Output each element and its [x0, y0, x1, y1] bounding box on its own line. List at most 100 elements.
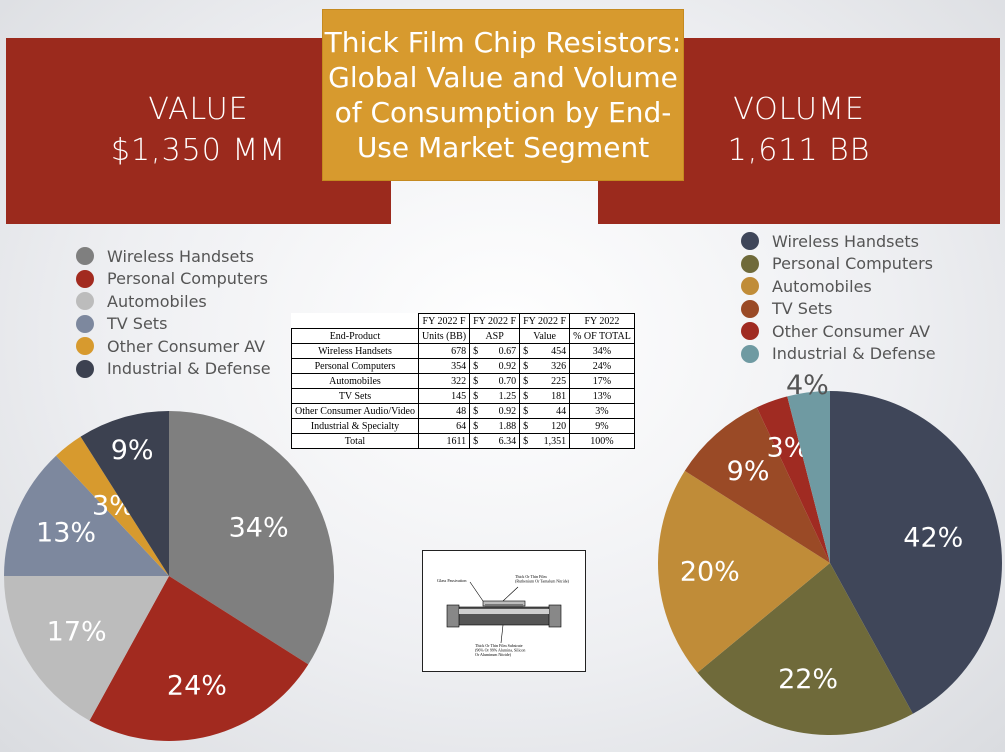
pie-slice: [80, 411, 169, 576]
table-cell: $: [519, 403, 534, 419]
pie-data-label: 9%: [727, 456, 770, 487]
resistor-diagram-svg: Glass Passivation Thick Or Thin Film (Rut…: [437, 574, 570, 657]
table-cell: 1,351: [533, 433, 571, 449]
title-box: Thick Film Chip Resistors: Global Value …: [322, 9, 684, 181]
table-header-cell: FY 2022 F: [519, 313, 571, 329]
table-cell: 100%: [569, 433, 635, 449]
volume-banner: VOLUME 1,611 BB: [598, 38, 1000, 224]
table-cell: 354: [417, 358, 471, 374]
value-label: VALUE: [148, 92, 249, 127]
film-pointer-line: [502, 586, 519, 602]
table-cell: Industrial & Specialty: [291, 418, 419, 434]
legend-item: Automobiles: [741, 275, 936, 298]
legend-item: Other Consumer AV: [741, 320, 936, 343]
legend-item: Other Consumer AV: [76, 335, 271, 358]
table-cell: 225: [533, 373, 571, 389]
table-cell: 1.88: [485, 418, 521, 434]
table-cell: 17%: [569, 373, 635, 389]
pie-slice: [684, 407, 830, 563]
table-cell: 1611: [417, 433, 471, 449]
pie-slice: [830, 391, 1002, 714]
legend-item: TV Sets: [741, 298, 936, 321]
glass-passivation-label: Glass Passivation: [437, 578, 467, 583]
value-legend: Wireless Handsets Personal Computers Autom…: [76, 245, 271, 380]
legend-swatch: [741, 344, 759, 363]
table-row: TV Sets 145 $1.25 $181 13%: [291, 388, 635, 404]
table-cell: 454: [533, 343, 571, 359]
pie-slice: [697, 563, 913, 736]
table-header-cell: % OF TOTAL: [569, 328, 635, 344]
table-cell: $: [519, 388, 534, 404]
table-cell: TV Sets: [291, 388, 419, 404]
pie-slice: [787, 391, 830, 563]
table-header-cell: [291, 313, 419, 329]
table-cell: 1.25: [485, 388, 521, 404]
legend-swatch: [741, 232, 759, 251]
legend-label: Automobiles: [772, 276, 872, 296]
table-cell: 326: [533, 358, 571, 374]
data-table: FY 2022 F FY 2022 F FY 2022 F FY 2022 En…: [291, 313, 635, 449]
legend-swatch: [76, 314, 94, 333]
pie-data-label: 22%: [778, 664, 838, 695]
value-amount: $1,350 MM: [110, 133, 287, 168]
table-row: Automobiles 322 $0.70 $225 17%: [291, 373, 635, 389]
legend-label: Industrial & Defense: [107, 359, 271, 379]
legend-item: Wireless Handsets: [741, 230, 936, 253]
legend-label: Personal Computers: [772, 254, 933, 274]
table-cell: $: [469, 373, 486, 389]
pie-data-label: 24%: [167, 671, 227, 702]
table-cell: Wireless Handsets: [291, 343, 419, 359]
pie-data-label: 17%: [47, 617, 107, 648]
legend-label: Wireless Handsets: [107, 246, 254, 266]
film-label: Thick Or Thin Film (Ruthenium Or Tantalum…: [515, 574, 570, 584]
table-cell: 120: [533, 418, 571, 434]
legend-swatch: [76, 292, 94, 311]
table-cell: Total: [291, 433, 419, 449]
glass-pointer-line: [469, 581, 484, 602]
table-cell: 181: [533, 388, 571, 404]
table-header-cell: Value: [519, 328, 571, 344]
table-cell: 13%: [569, 388, 635, 404]
table-cell: $: [519, 373, 534, 389]
table-cell: 24%: [569, 358, 635, 374]
table-cell: 678: [417, 343, 471, 359]
table-row: Total 1611 $6.34 $1,351 100%: [291, 433, 635, 449]
table-header-cell: ASP: [469, 328, 521, 344]
resistor-cross-section-diagram: Glass Passivation Thick Or Thin Film (Rut…: [422, 550, 586, 672]
table-cell: $: [469, 388, 486, 404]
left-terminal: [446, 604, 460, 628]
table-cell: $: [469, 433, 486, 449]
table-header-cell: FY 2022 F: [417, 313, 471, 329]
legend-item: Industrial & Defense: [76, 358, 271, 381]
table-header-cell: FY 2022 F: [469, 313, 521, 329]
legend-swatch: [76, 269, 94, 288]
pie-data-label: 4%: [786, 370, 829, 401]
table-cell: 0.92: [485, 358, 521, 374]
legend-swatch: [741, 254, 759, 273]
table-cell: $: [469, 418, 486, 434]
legend-item: TV Sets: [76, 313, 271, 336]
volume-legend: Wireless Handsets Personal Computers Autom…: [741, 230, 936, 365]
legend-swatch: [741, 299, 759, 318]
table-cell: 48: [417, 403, 471, 419]
legend-label: Industrial & Defense: [772, 344, 936, 364]
legend-label: Wireless Handsets: [772, 231, 919, 251]
table-cell: $: [469, 403, 486, 419]
pie-slice: [169, 411, 334, 665]
legend-swatch: [741, 322, 759, 341]
legend-label: TV Sets: [772, 299, 833, 319]
table-row: Personal Computers 354 $0.92 $326 24%: [291, 358, 635, 374]
pie-data-label: 42%: [903, 522, 963, 553]
table-cell: 0.67: [485, 343, 521, 359]
legend-label: TV Sets: [107, 314, 168, 334]
table-cell: 145: [417, 388, 471, 404]
legend-item: Personal Computers: [741, 253, 936, 276]
table-row: Other Consumer Audio/Video 48 $0.92 $44 3%: [291, 403, 635, 419]
table-cell: 322: [417, 373, 471, 389]
table-cell: $: [519, 433, 534, 449]
resistive-film: [485, 604, 523, 607]
pie-slice: [89, 576, 309, 741]
legend-item: Industrial & Defense: [741, 343, 936, 366]
table-cell: $: [519, 343, 534, 359]
